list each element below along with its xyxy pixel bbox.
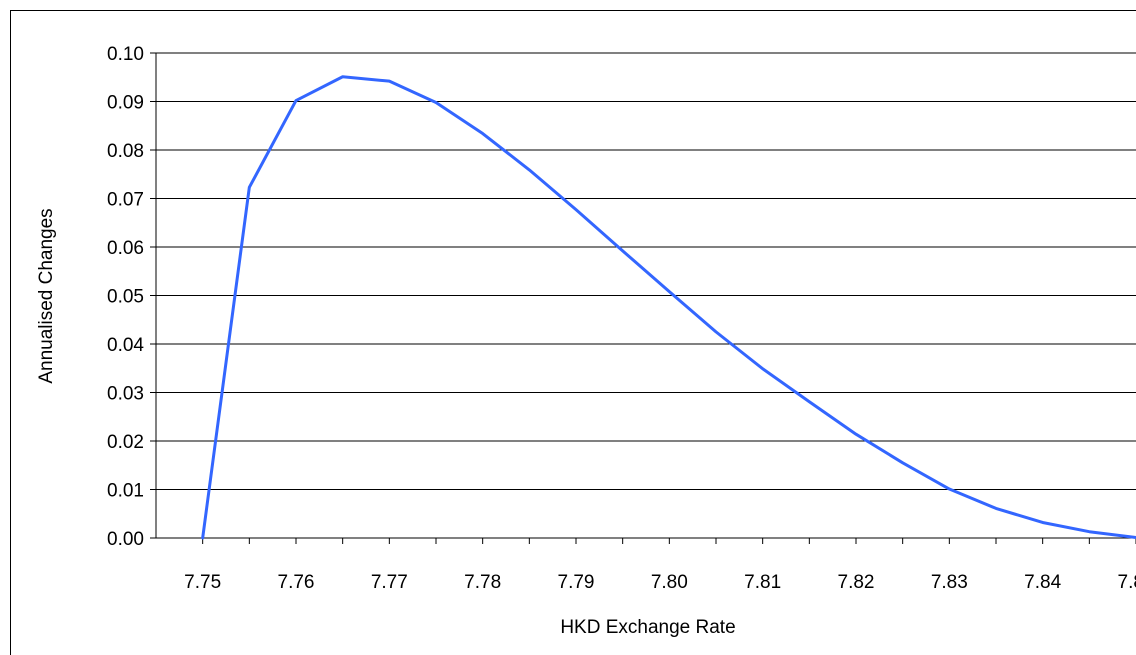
y-tick-label: 0.10 xyxy=(107,44,144,65)
x-axis-title: HKD Exchange Rate xyxy=(560,617,735,638)
x-tick-label: 7.77 xyxy=(371,572,408,593)
y-tick-label: 0.06 xyxy=(107,238,144,259)
x-tick-label: 7.78 xyxy=(464,572,501,593)
axes xyxy=(150,52,1136,544)
x-tick-label: 7.80 xyxy=(651,572,688,593)
series-lines xyxy=(201,75,1136,540)
x-tick-label: 7.82 xyxy=(838,572,875,593)
y-axis-title: Annualised Changes xyxy=(36,208,57,383)
x-tick-label: 7.79 xyxy=(558,572,595,593)
x-tick-label: 7.83 xyxy=(931,572,968,593)
y-tick-label: 0.08 xyxy=(107,141,144,162)
y-tick-label: 0.04 xyxy=(107,335,144,356)
x-tick-label: 7.85 xyxy=(1118,572,1136,593)
chart-frame xyxy=(10,10,1136,655)
y-tick-label: 0.07 xyxy=(107,190,144,211)
y-tick-label: 0.09 xyxy=(107,93,144,114)
y-tick-label: 0.05 xyxy=(107,287,144,308)
series-line xyxy=(201,75,1136,540)
y-tick-label: 0.00 xyxy=(107,529,144,550)
y-tick-label: 0.01 xyxy=(107,481,144,502)
x-tick-label: 7.84 xyxy=(1024,572,1061,593)
y-tick-label: 0.02 xyxy=(107,432,144,453)
y-tick-labels: 0.00 0.01 0.02 0.03 0.04 0.05 0.06 0.07 0.08 0.09… xyxy=(107,44,144,550)
x-tick-label: 7.76 xyxy=(278,572,315,593)
x-tick-label: 7.75 xyxy=(184,572,221,593)
x-tick-label: 7.81 xyxy=(744,572,781,593)
y-tick-label: 0.03 xyxy=(107,384,144,405)
x-tick-labels: 7.75 7.76 7.77 7.78 7.79 7.80 7.81 7.82 7.83 7.84… xyxy=(184,572,1136,593)
gridlines xyxy=(156,52,1136,490)
